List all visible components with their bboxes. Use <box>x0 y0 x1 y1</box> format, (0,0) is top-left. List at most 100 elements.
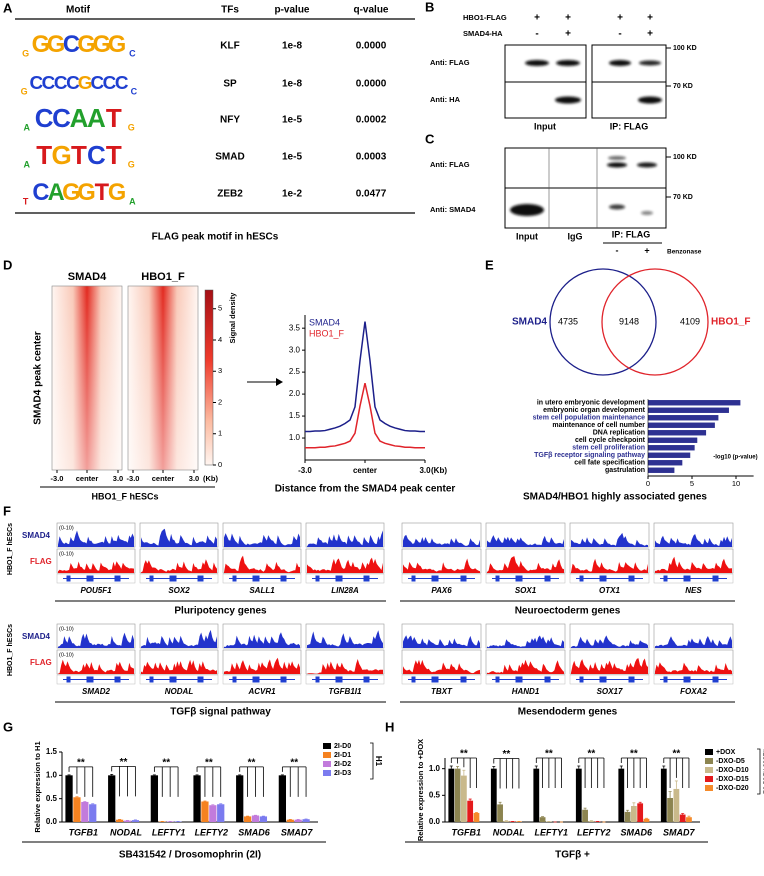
bar <box>667 798 673 822</box>
gene-name: SMAD2 <box>82 687 111 696</box>
x-label: SB431542 / Drosomophrin (2I) <box>119 850 261 861</box>
x-tick-label: 10 <box>732 479 740 488</box>
y-tick-label: 0.5 <box>429 790 441 799</box>
motif-letter: G <box>22 48 29 58</box>
condition-sign: + <box>617 13 623 24</box>
category-label: in utero embryonic development <box>537 400 646 407</box>
arrow-head <box>276 378 283 386</box>
blot-band <box>638 96 662 104</box>
y-tick-label: 3.0 <box>289 345 301 354</box>
bar <box>201 801 209 822</box>
blot-band <box>637 162 657 168</box>
category-label: LEFTY2 <box>195 827 229 837</box>
colorbar-tick-label: 2 <box>218 397 222 406</box>
bar <box>582 809 588 822</box>
q-value: 0.0477 <box>356 189 387 200</box>
side-label: HBO1_F hESCs <box>7 523 14 575</box>
bar <box>630 806 637 822</box>
frame <box>222 674 302 685</box>
significance-bracket <box>196 766 222 797</box>
x-tick-label: center <box>76 474 99 483</box>
heatmap-title: HBO1_F <box>141 271 185 283</box>
bar <box>286 819 294 822</box>
bar <box>575 768 582 822</box>
x-label: Distance from the SMAD4 peak center <box>275 484 456 495</box>
lane-label: IP: FLAG <box>612 229 651 239</box>
error-bar <box>468 798 472 801</box>
frame <box>653 674 734 685</box>
significance-bracket <box>578 757 605 788</box>
frame <box>305 674 385 685</box>
tf-name: SMAD <box>215 152 244 163</box>
legend-swatch <box>323 743 331 749</box>
signal-track <box>307 659 383 674</box>
bar <box>150 775 159 822</box>
panel-letter: E <box>485 257 494 272</box>
significance: ** <box>587 749 595 760</box>
condition-label: HBO1-FLAG <box>463 13 507 22</box>
condition-sign: + <box>534 13 540 24</box>
gene-model <box>146 575 212 582</box>
signal-track <box>58 632 134 648</box>
colorbar-tick-label: 5 <box>218 304 222 313</box>
error-bar <box>626 809 630 812</box>
significance-bracket <box>111 766 136 797</box>
category-label: TGFB1 <box>451 827 481 837</box>
legend-label: 2I-D1 <box>334 752 351 759</box>
bar <box>648 437 698 443</box>
motif-letter: T <box>106 103 122 133</box>
gene-name: HAND1 <box>512 687 540 696</box>
gene-model <box>576 575 643 582</box>
x-unit: (Kb) <box>431 466 447 475</box>
bar <box>115 819 124 822</box>
category-label: stem cell proliferation <box>572 445 645 452</box>
bar <box>448 768 455 822</box>
motif-letter: C <box>29 73 43 94</box>
signal-track <box>487 659 564 674</box>
lane-label: IP: FLAG <box>610 121 649 131</box>
bar <box>294 819 302 822</box>
tf-name: SP <box>223 79 237 90</box>
category-label: cell fate specification <box>574 460 645 467</box>
gene-name: TBXT <box>431 687 453 696</box>
y-tick-label: 1.5 <box>46 747 58 756</box>
motif-letter: C <box>52 103 71 133</box>
y-tick-label: 2.0 <box>289 389 301 398</box>
frame <box>485 674 566 685</box>
x-tick-label: center <box>353 466 377 475</box>
significance-bracket <box>663 757 690 788</box>
bar <box>473 812 480 822</box>
track-range: (0-10) <box>59 551 74 557</box>
tf-name: ZEB2 <box>217 189 243 200</box>
motif-letter: C <box>115 73 129 94</box>
group-title: Neuroectoderm genes <box>515 606 621 617</box>
size-marker: 70 KD <box>673 83 693 90</box>
gene-name: PAX6 <box>431 586 452 595</box>
p-value: 1e-8 <box>282 41 302 52</box>
tf-name: NFY <box>220 115 240 126</box>
legend-title: H1 <box>374 756 383 767</box>
signal-track <box>655 662 732 674</box>
gene-model <box>408 575 475 582</box>
motif-letter: C <box>32 180 49 206</box>
motif-letter: T <box>71 140 87 170</box>
signal-track <box>141 528 217 547</box>
y-tick-label: 1.0 <box>289 433 301 442</box>
panel-letter: H <box>385 719 394 734</box>
error-bar <box>662 765 666 769</box>
bar <box>679 814 686 822</box>
signal-track <box>141 659 217 674</box>
track-range: (0-10) <box>59 525 74 531</box>
significance: ** <box>545 749 553 760</box>
legend-swatch <box>705 785 713 791</box>
tf-name: KLF <box>220 41 239 52</box>
signal-track <box>571 658 648 674</box>
signal-track <box>571 532 648 547</box>
legend-bracket <box>370 742 374 780</box>
blot-band <box>555 96 581 104</box>
track-label: SMAD4 <box>22 531 51 540</box>
bar <box>490 768 497 822</box>
motif-letter: G <box>108 180 126 206</box>
bar <box>648 415 719 421</box>
